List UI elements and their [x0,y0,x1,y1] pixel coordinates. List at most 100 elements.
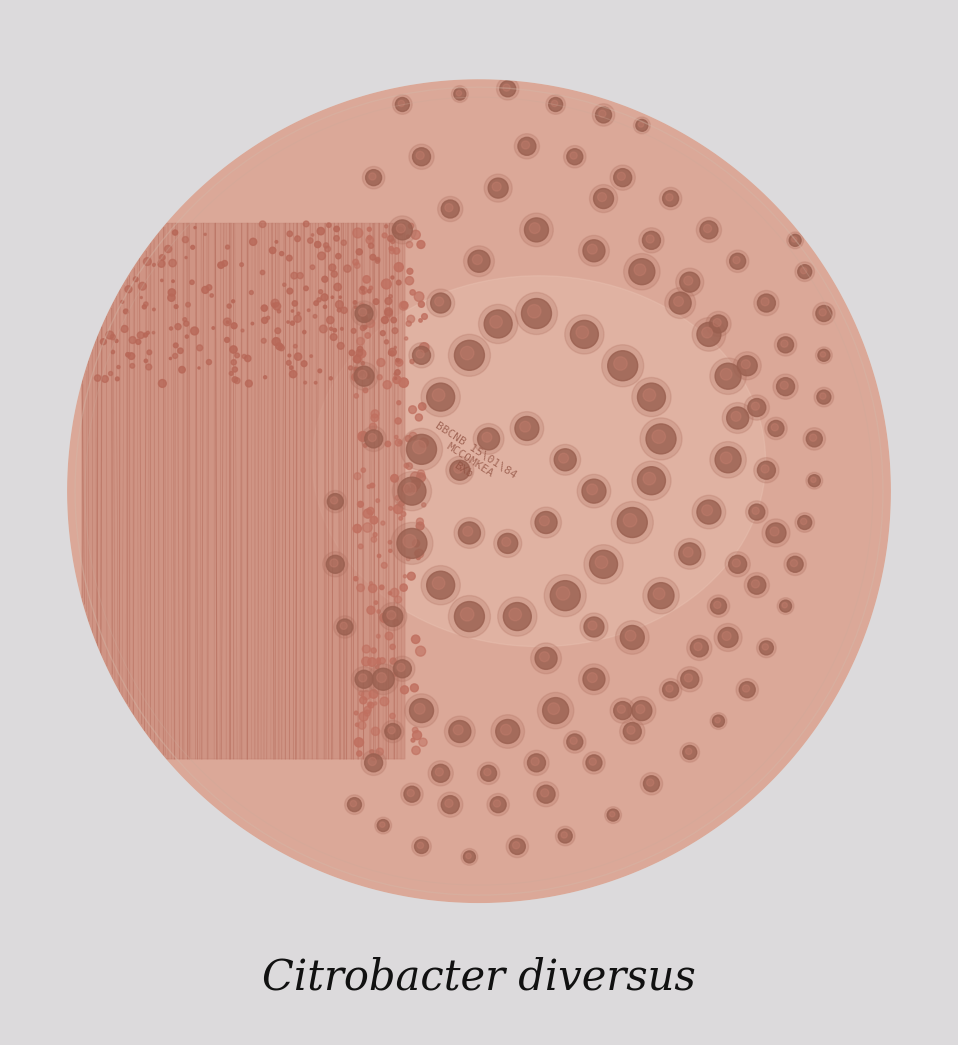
Circle shape [286,361,291,365]
Circle shape [354,306,356,308]
Circle shape [691,638,708,657]
Circle shape [376,748,383,756]
Circle shape [559,454,568,463]
Circle shape [679,542,700,565]
Circle shape [301,361,307,367]
Circle shape [364,711,370,716]
Circle shape [304,381,307,384]
Circle shape [563,730,586,753]
Circle shape [352,301,376,326]
Circle shape [377,819,389,832]
Circle shape [333,235,339,241]
Circle shape [627,726,635,735]
Circle shape [411,485,418,492]
Circle shape [381,279,392,289]
Circle shape [260,220,266,228]
Circle shape [381,720,404,743]
Circle shape [754,458,779,483]
Circle shape [791,237,797,242]
Circle shape [715,447,741,472]
Circle shape [391,474,399,482]
Circle shape [376,257,379,261]
Circle shape [561,832,567,838]
Circle shape [384,340,389,344]
Circle shape [374,702,376,705]
Circle shape [365,371,369,375]
Circle shape [404,694,439,727]
Circle shape [143,305,147,309]
Circle shape [617,705,626,714]
Circle shape [130,364,135,368]
Circle shape [227,304,231,308]
Circle shape [464,851,475,863]
Circle shape [382,617,387,621]
Circle shape [182,236,189,242]
Circle shape [331,496,338,504]
Circle shape [396,227,403,235]
Circle shape [514,134,539,159]
Circle shape [366,319,375,327]
Circle shape [542,698,569,723]
Circle shape [172,230,177,235]
Circle shape [385,723,400,740]
Circle shape [454,88,466,100]
Circle shape [388,591,392,595]
Circle shape [624,513,637,527]
Circle shape [442,200,459,218]
Circle shape [570,152,578,159]
FancyBboxPatch shape [82,224,405,759]
Circle shape [194,227,196,229]
Circle shape [761,298,769,306]
Circle shape [359,432,368,440]
Circle shape [432,764,449,783]
Circle shape [607,809,619,821]
Circle shape [245,380,252,387]
Circle shape [745,501,768,524]
Circle shape [384,308,393,316]
Circle shape [368,664,399,695]
Circle shape [787,556,803,573]
Circle shape [360,286,364,291]
Circle shape [503,84,511,91]
Circle shape [371,414,378,421]
Circle shape [362,166,385,189]
Circle shape [449,720,470,743]
Circle shape [670,292,691,315]
Text: Citrobacter diversus: Citrobacter diversus [262,956,696,998]
Circle shape [718,627,738,648]
Circle shape [147,331,149,334]
Circle shape [171,280,174,282]
Circle shape [595,556,607,568]
Circle shape [738,355,757,376]
Circle shape [399,501,404,506]
Circle shape [391,276,394,279]
Circle shape [397,400,400,404]
Circle shape [399,378,408,388]
Circle shape [582,480,606,503]
Circle shape [706,311,731,336]
Circle shape [395,377,397,379]
Circle shape [365,429,382,448]
Circle shape [399,301,408,310]
Circle shape [524,218,549,241]
Circle shape [411,738,415,742]
Circle shape [398,478,426,505]
Circle shape [531,758,539,766]
Circle shape [636,704,645,714]
Circle shape [617,172,626,181]
Circle shape [677,667,702,692]
Circle shape [129,336,136,344]
Circle shape [749,504,764,520]
Circle shape [584,617,604,637]
Circle shape [331,296,333,299]
Circle shape [389,247,393,251]
Circle shape [175,324,181,330]
Circle shape [169,259,176,266]
Circle shape [286,255,292,261]
Circle shape [686,748,692,754]
Circle shape [727,407,748,429]
Circle shape [144,333,148,338]
Circle shape [410,289,416,295]
Circle shape [653,588,665,600]
Circle shape [614,168,631,187]
